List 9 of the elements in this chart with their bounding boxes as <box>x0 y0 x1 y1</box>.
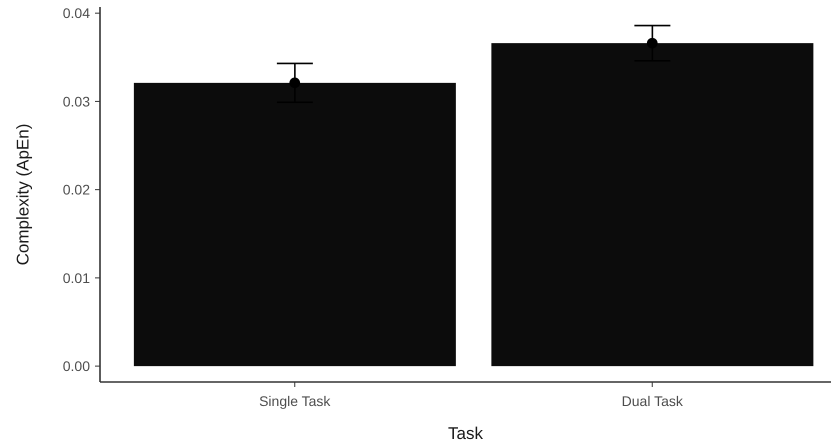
y-tick-label: 0.01 <box>62 270 90 286</box>
x-tick-label: Single Task <box>259 392 332 409</box>
y-tick-label: 0.03 <box>62 93 90 110</box>
y-tick-label: 0.02 <box>62 182 90 198</box>
y-axis-title: Complexity (ApEn) <box>14 124 32 266</box>
x-axis-title: Task <box>448 424 484 443</box>
x-tick-label: Dual Task <box>622 392 684 409</box>
y-tick-label: 0.04 <box>62 5 90 22</box>
y-tick-label: 0.00 <box>62 358 90 374</box>
